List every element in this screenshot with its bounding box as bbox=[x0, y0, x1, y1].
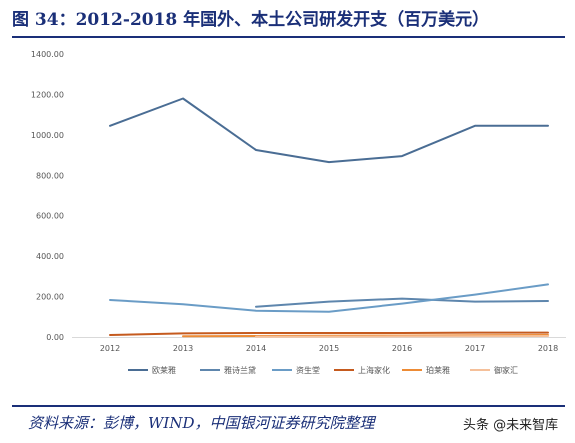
y-tick-label: 400.00 bbox=[36, 252, 64, 261]
x-tick-label: 2013 bbox=[173, 344, 193, 353]
legend: 欧莱雅 雅诗兰黛 资生堂 上海家化 珀莱雅 御家汇 bbox=[128, 365, 518, 375]
y-tick-label: 1400.00 bbox=[31, 50, 64, 59]
legend-label: 雅诗兰黛 bbox=[224, 365, 256, 375]
y-tick-label: 800.00 bbox=[36, 171, 64, 180]
x-axis: 2012 2013 2014 2015 2016 2017 2018 bbox=[100, 344, 558, 353]
legend-item: 上海家化 bbox=[334, 365, 390, 375]
x-tick-label: 2018 bbox=[538, 344, 558, 353]
line-chart: 0.00 200.00 400.00 600.00 800.00 1000.00 1200.… bbox=[31, 50, 566, 375]
series-line bbox=[255, 297, 549, 308]
legend-label: 珀莱雅 bbox=[426, 365, 450, 375]
footer-divider bbox=[12, 405, 565, 407]
x-tick-label: 2017 bbox=[465, 344, 485, 353]
x-tick-label: 2014 bbox=[246, 344, 266, 353]
y-axis: 0.00 200.00 400.00 600.00 800.00 1000.00 1200.… bbox=[31, 50, 64, 342]
series-line bbox=[109, 97, 549, 164]
legend-item: 雅诗兰黛 bbox=[200, 365, 256, 375]
legend-label: 上海家化 bbox=[358, 365, 390, 375]
source-note: 资料来源：彭博，WIND，中国银河证券研究院整理 bbox=[28, 414, 375, 432]
watermark: 头条 @未来智库 bbox=[463, 418, 559, 433]
figure-title: 图 34：2012-2018 年国外、本土公司研发开支（百万美元） bbox=[12, 10, 490, 30]
legend-item: 资生堂 bbox=[272, 365, 320, 375]
legend-label: 资生堂 bbox=[296, 365, 320, 375]
x-tick-label: 2012 bbox=[100, 344, 120, 353]
legend-item: 珀莱雅 bbox=[402, 365, 450, 375]
series-line bbox=[109, 283, 549, 313]
x-tick-label: 2016 bbox=[392, 344, 412, 353]
y-tick-label: 200.00 bbox=[36, 293, 64, 302]
title-divider bbox=[12, 36, 565, 38]
legend-label: 御家汇 bbox=[494, 365, 518, 375]
y-tick-label: 1000.00 bbox=[31, 131, 64, 140]
legend-label: 欧莱雅 bbox=[152, 365, 176, 375]
y-tick-label: 0.00 bbox=[46, 333, 64, 342]
y-tick-label: 600.00 bbox=[36, 212, 64, 221]
x-tick-label: 2015 bbox=[319, 344, 339, 353]
series-line bbox=[255, 335, 549, 338]
series-line bbox=[109, 331, 549, 336]
y-tick-label: 1200.00 bbox=[31, 90, 64, 99]
series-lines bbox=[109, 97, 549, 338]
legend-item: 御家汇 bbox=[470, 365, 518, 375]
legend-item: 欧莱雅 bbox=[128, 365, 176, 375]
